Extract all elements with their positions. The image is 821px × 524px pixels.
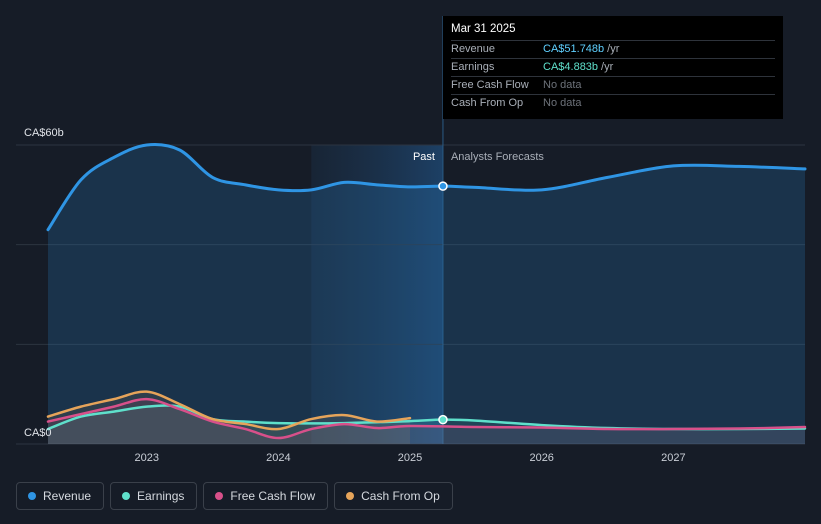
x-tick-label: 2024 bbox=[266, 452, 290, 464]
tooltip-row-free-cash-flow: Free Cash Flow No data bbox=[451, 76, 775, 94]
x-tick-label: 2023 bbox=[134, 452, 158, 464]
revenue-line bbox=[46, 142, 807, 232]
legend-label: Free Cash Flow bbox=[230, 489, 316, 503]
tooltip-row-revenue: Revenue CA$51.748b /yr bbox=[451, 40, 775, 58]
x-tick-label: 2025 bbox=[398, 452, 422, 464]
tooltip-date: Mar 31 2025 bbox=[451, 23, 516, 35]
free-cash-flow-line bbox=[46, 397, 807, 440]
y-tick-label: CA$0 bbox=[24, 427, 52, 439]
tooltip-label: Earnings bbox=[451, 61, 495, 73]
hover-tooltip: Mar 31 2025 Revenue CA$51.748b /yr Earni… bbox=[443, 16, 783, 119]
legend-item-free-cash-flow[interactable]: Free Cash Flow bbox=[203, 482, 329, 510]
x-tick-label: 2027 bbox=[661, 452, 685, 464]
tooltip-value: CA$51.748b bbox=[543, 43, 605, 55]
legend-label: Cash From Op bbox=[361, 489, 440, 503]
past-label: Past bbox=[413, 151, 435, 163]
legend-dot-icon bbox=[215, 492, 224, 500]
legend-label: Revenue bbox=[43, 489, 92, 503]
tooltip-row-cash-from-op: Cash From Op No data bbox=[451, 94, 775, 112]
tooltip-label: Free Cash Flow bbox=[451, 79, 529, 91]
tooltip-row-earnings: Earnings CA$4.883b /yr bbox=[451, 58, 775, 76]
y-tick-label: CA$60b bbox=[24, 127, 64, 139]
forecast-label: Analysts Forecasts bbox=[451, 151, 544, 163]
revenue-area bbox=[48, 144, 805, 444]
free-cash-flow-area bbox=[48, 399, 805, 444]
earnings-marker bbox=[438, 414, 448, 425]
tooltip-unit: /yr bbox=[601, 61, 614, 73]
legend-dot-icon bbox=[28, 492, 36, 500]
legend-item-revenue[interactable]: Revenue bbox=[16, 482, 105, 510]
legend-dot-icon bbox=[122, 492, 131, 500]
legend-label: Earnings bbox=[137, 489, 185, 503]
tooltip-label: Revenue bbox=[451, 43, 496, 55]
cash-from-op-line bbox=[46, 390, 412, 431]
earnings-area bbox=[48, 405, 805, 444]
tooltip-unit: /yr bbox=[607, 43, 620, 55]
x-tick-label: 2026 bbox=[529, 452, 553, 464]
legend-item-cash-from-op[interactable]: Cash From Op bbox=[334, 482, 453, 510]
legend-dot-icon bbox=[346, 492, 355, 500]
past-shade-band bbox=[311, 145, 443, 444]
tooltip-value: No data bbox=[543, 97, 582, 109]
tooltip-label: Cash From Op bbox=[451, 97, 524, 109]
legend-item-earnings[interactable]: Earnings bbox=[110, 482, 198, 510]
tooltip-value: CA$4.883b bbox=[543, 61, 599, 73]
revenue-marker bbox=[438, 181, 448, 191]
chart-legend: Revenue Earnings Free Cash Flow Cash Fro… bbox=[16, 482, 453, 510]
tooltip-value: No data bbox=[543, 79, 582, 91]
cash-from-op-area bbox=[48, 391, 411, 444]
